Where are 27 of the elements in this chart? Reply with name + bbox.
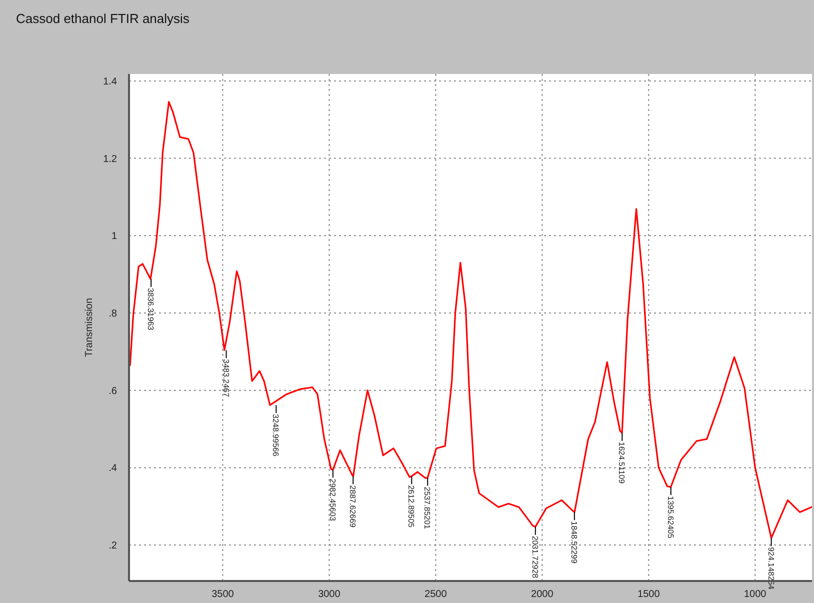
y-tick-label: .4 bbox=[108, 463, 118, 474]
x-tick-label: 2000 bbox=[531, 589, 554, 600]
annotation: 2031.72928 bbox=[530, 536, 540, 579]
chart-title: Cassod ethanol FTIR analysis bbox=[16, 11, 190, 26]
annotation: 2612.89505 bbox=[406, 485, 416, 528]
y-tick-label: 1.2 bbox=[103, 154, 118, 165]
y-tick-label: 1 bbox=[111, 231, 118, 242]
annotation: 1848.52299 bbox=[569, 521, 578, 564]
x-tick-label: 2500 bbox=[424, 589, 448, 600]
annotation: 3248.99566 bbox=[271, 414, 280, 457]
x-tick-label: 3000 bbox=[318, 589, 341, 600]
annotation: 1624.51109 bbox=[617, 442, 626, 484]
y-tick-label: .6 bbox=[108, 386, 118, 397]
annotation: 2887.62669 bbox=[348, 485, 358, 528]
annotation: 1395.62405 bbox=[666, 496, 675, 539]
y-axis-title: Transmission bbox=[84, 298, 95, 358]
y-tick-label: .8 bbox=[108, 308, 118, 320]
annotation: 924.148254 bbox=[766, 547, 776, 590]
y-tick-label: .2 bbox=[108, 540, 118, 552]
annotation: 3483.2467 bbox=[221, 359, 230, 398]
x-tick-label: 1000 bbox=[744, 589, 767, 600]
y-tick-label: 1.4 bbox=[103, 76, 118, 88]
annotation: 2982.45603 bbox=[328, 478, 337, 522]
annotation: 2537.85201 bbox=[422, 486, 432, 530]
x-tick-label: 3500 bbox=[212, 589, 234, 600]
annotation: 3836.31963 bbox=[146, 288, 156, 331]
x-tick-label: 1500 bbox=[638, 589, 660, 600]
